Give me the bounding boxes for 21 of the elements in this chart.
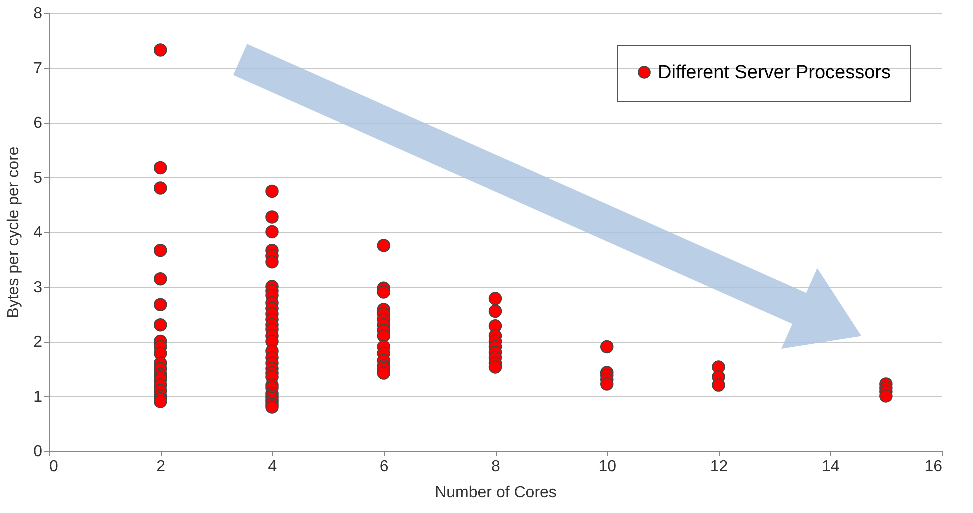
y-tick-label: 8	[34, 6, 43, 22]
x-axis-title: Number of Cores	[435, 484, 557, 502]
y-tick-label: 7	[34, 60, 43, 78]
x-tick-label: 14	[822, 458, 840, 476]
x-tick-label: 12	[710, 458, 728, 476]
y-tick-label: 5	[34, 170, 43, 187]
y-tick-label: 1	[34, 388, 43, 406]
x-tick-label: 16	[924, 458, 943, 476]
x-tick-label: 10	[598, 458, 617, 476]
x-tick-label: 4	[268, 458, 278, 476]
y-tick-label: 4	[34, 224, 43, 242]
x-tick-label: 6	[380, 458, 389, 476]
x-tick-label: 2	[156, 458, 166, 476]
x-tick-label: 0	[50, 458, 58, 476]
y-axis-title: Bytes per cycle per core	[6, 146, 23, 318]
y-tick-label: 0	[34, 444, 43, 460]
y-tick-label: 3	[34, 279, 43, 296]
x-tick-label: 8	[492, 458, 501, 476]
y-tick-label: 6	[34, 115, 43, 132]
y-tick-label: 2	[34, 334, 43, 351]
legend-label: Different Server Processors	[658, 62, 892, 84]
